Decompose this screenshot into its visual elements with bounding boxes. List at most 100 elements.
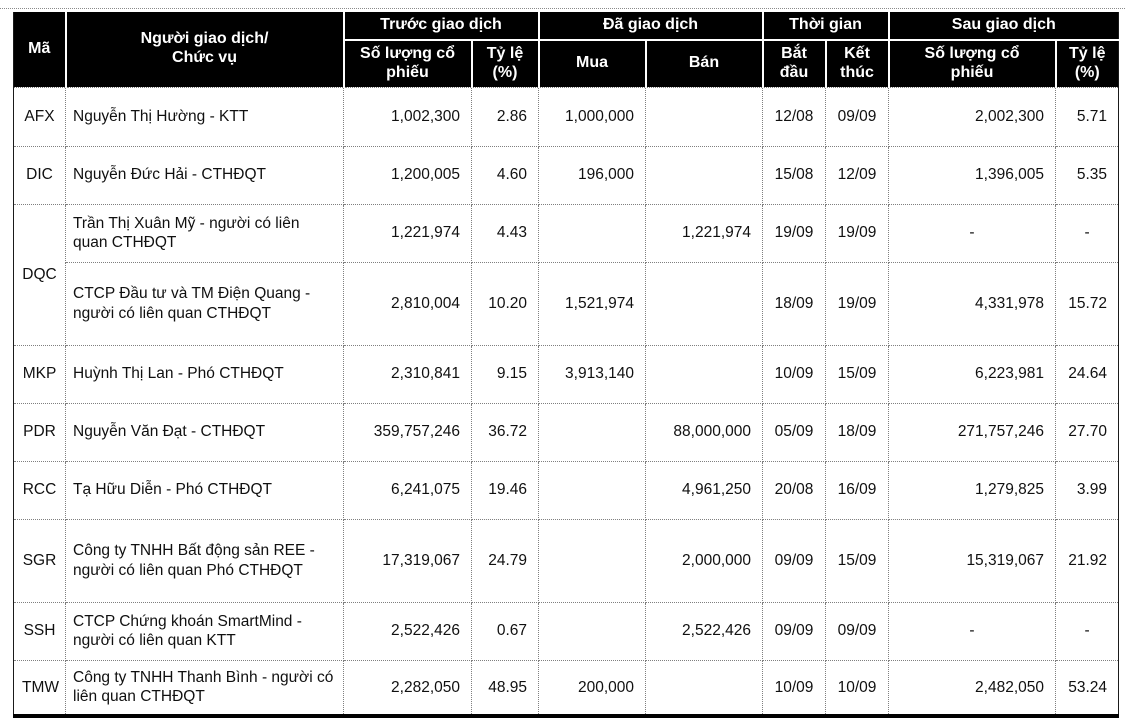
cell-end-date: 09/09 xyxy=(824,601,890,661)
cell-start-date: 12/08 xyxy=(762,86,826,147)
cell-after-shares: 2,002,300 xyxy=(888,86,1057,147)
cell-start-date: 09/09 xyxy=(762,518,826,603)
cell-after-ratio: 5.35 xyxy=(1055,145,1120,205)
header-group-time: Thời gian xyxy=(762,12,890,41)
header-cell-sell: Bán xyxy=(645,40,764,87)
cell-buy xyxy=(538,460,646,520)
cell-after-shares: 15,319,067 xyxy=(888,518,1057,603)
cell-before-ratio: 19.46 xyxy=(471,460,539,520)
cell-buy xyxy=(538,601,646,661)
header-group-before: Trước giao dịch xyxy=(343,12,540,41)
header-cell-trader: Người giao dịch/ Chức vụ xyxy=(65,12,345,87)
table-body: AFX Nguyễn Thị Hường - KTT 1,002,300 2.8… xyxy=(13,86,1120,717)
header-cell-code: Mã xyxy=(13,12,67,87)
cell-trader-name: Nguyễn Thị Hường - KTT xyxy=(65,86,344,147)
cell-code: DIC xyxy=(13,145,66,205)
cell-before-ratio: 9.15 xyxy=(471,344,539,404)
header-group-after: Sau giao dịch xyxy=(888,12,1119,41)
table-row: TMW Công ty TNHH Thanh Bình - người có l… xyxy=(13,659,1120,717)
cell-before-ratio: 4.43 xyxy=(471,203,539,263)
header-cell-buy: Mua xyxy=(538,40,647,87)
table-row: SSH CTCP Chứng khoán SmartMind - người c… xyxy=(13,601,1120,661)
cell-trader-name: Huỳnh Thị Lan - Phó CTHĐQT xyxy=(65,344,344,404)
cell-before-shares: 6,241,075 xyxy=(343,460,472,520)
table-header: Mã Người giao dịch/ Chức vụ Trước giao d… xyxy=(13,12,1119,87)
cell-after-ratio: 5.71 xyxy=(1055,86,1120,147)
cell-code: MKP xyxy=(13,344,66,404)
cell-after-shares: - xyxy=(888,601,1057,661)
cell-end-date: 19/09 xyxy=(824,261,890,346)
cell-before-ratio: 0.67 xyxy=(471,601,539,661)
cell-trader-name: Nguyễn Đức Hải - CTHĐQT xyxy=(65,145,344,205)
table-row: PDR Nguyễn Văn Đạt - CTHĐQT 359,757,246 … xyxy=(13,402,1120,462)
cell-code: SGR xyxy=(13,518,66,603)
table-row: CTCP Đầu tư và TM Điện Quang - người có … xyxy=(14,261,1120,346)
transactions-table: Mã Người giao dịch/ Chức vụ Trước giao d… xyxy=(13,12,1120,718)
cell-buy xyxy=(538,518,646,603)
cell-trader-name: Công ty TNHH Bất động sản REE - người có… xyxy=(65,518,344,603)
cell-start-date: 18/09 xyxy=(762,261,826,346)
cell-trader-name: Tạ Hữu Diễn - Phó CTHĐQT xyxy=(65,460,344,520)
cell-end-date: 19/09 xyxy=(824,203,890,263)
cell-sell: 88,000,000 xyxy=(645,402,763,462)
cell-buy: 3,913,140 xyxy=(538,344,646,404)
cell-sell xyxy=(645,261,763,346)
header-cell-after-ratio: Tỷ lệ (%) xyxy=(1055,40,1119,87)
cell-before-ratio: 36.72 xyxy=(471,402,539,462)
top-dotted-rule xyxy=(0,8,1125,9)
cell-sell: 2,000,000 xyxy=(645,518,763,603)
cell-sell: 2,522,426 xyxy=(645,601,763,661)
cell-buy xyxy=(538,402,646,462)
cell-after-shares: 1,279,825 xyxy=(888,460,1057,520)
cell-code: AFX xyxy=(13,86,66,147)
cell-code: SSH xyxy=(13,601,66,661)
cell-end-date: 18/09 xyxy=(824,402,890,462)
cell-after-shares: 4,331,978 xyxy=(888,261,1057,346)
cell-after-shares: - xyxy=(888,203,1057,263)
cell-before-ratio: 10.20 xyxy=(471,261,539,346)
header-cell-before-ratio: Tỷ lệ (%) xyxy=(471,40,540,87)
cell-trader-name: Trần Thị Xuân Mỹ - người có liên quan CT… xyxy=(65,203,344,263)
cell-before-shares: 1,200,005 xyxy=(343,145,472,205)
cell-buy: 1,521,974 xyxy=(538,261,646,346)
cell-trader-name: CTCP Chứng khoán SmartMind - người có li… xyxy=(65,601,344,661)
cell-after-ratio: 53.24 xyxy=(1055,659,1120,717)
header-cell-before-shares: Số lượng cổ phiếu xyxy=(343,40,473,87)
cell-start-date: 10/09 xyxy=(762,344,826,404)
cell-trader-name: Công ty TNHH Thanh Bình - người có liên … xyxy=(65,659,344,717)
cell-sell: 4,961,250 xyxy=(645,460,763,520)
cell-start-date: 05/09 xyxy=(762,402,826,462)
cell-sell: 1,221,974 xyxy=(645,203,763,263)
cell-after-ratio: 3.99 xyxy=(1055,460,1120,520)
table-row: MKP Huỳnh Thị Lan - Phó CTHĐQT 2,310,841… xyxy=(13,344,1120,404)
cell-before-shares: 2,282,050 xyxy=(343,659,472,717)
header-cell-after-shares: Số lượng cổ phiếu xyxy=(888,40,1057,87)
cell-end-date: 09/09 xyxy=(824,86,890,147)
cell-sell xyxy=(645,659,763,717)
cell-after-ratio: 21.92 xyxy=(1055,518,1120,603)
header-cell-end: Kết thúc xyxy=(825,40,890,87)
cell-end-date: 10/09 xyxy=(824,659,890,717)
table-row: SGR Công ty TNHH Bất động sản REE - ngườ… xyxy=(13,518,1120,603)
cell-after-ratio: - xyxy=(1055,203,1120,263)
cell-after-ratio: 15.72 xyxy=(1055,261,1120,346)
cell-sell xyxy=(645,86,763,147)
cell-after-ratio: - xyxy=(1055,601,1120,661)
cell-trader-name: Nguyễn Văn Đạt - CTHĐQT xyxy=(65,402,344,462)
cell-code: RCC xyxy=(13,460,66,520)
cell-buy xyxy=(538,203,646,263)
cell-sell xyxy=(645,145,763,205)
cell-buy: 200,000 xyxy=(538,659,646,717)
cell-before-shares: 2,810,004 xyxy=(343,261,472,346)
cell-end-date: 12/09 xyxy=(824,145,890,205)
table-row: DQC Trần Thị Xuân Mỹ - người có liên qua… xyxy=(13,203,1120,346)
cell-after-shares: 6,223,981 xyxy=(888,344,1057,404)
cell-before-ratio: 4.60 xyxy=(471,145,539,205)
cell-before-shares: 1,221,974 xyxy=(343,203,472,263)
cell-before-shares: 2,310,841 xyxy=(343,344,472,404)
cell-before-shares: 359,757,246 xyxy=(343,402,472,462)
table-row: DIC Nguyễn Đức Hải - CTHĐQT 1,200,005 4.… xyxy=(13,145,1120,205)
cell-start-date: 15/08 xyxy=(762,145,826,205)
cell-end-date: 15/09 xyxy=(824,518,890,603)
cell-code: TMW xyxy=(13,659,66,717)
